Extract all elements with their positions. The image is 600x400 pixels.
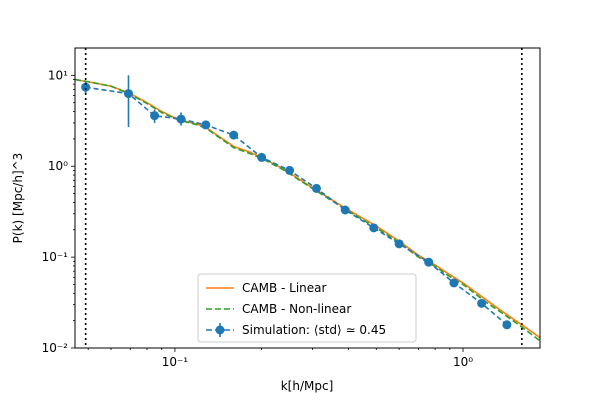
data-point: [176, 114, 186, 124]
data-point: [285, 165, 295, 175]
legend: CAMB - Linear CAMB - Non-linear Simulation…: [197, 273, 417, 343]
data-point: [449, 278, 459, 288]
data-point: [201, 120, 211, 130]
legend-marker-swatch: [215, 325, 225, 335]
legend-label-3: Simulation: ⟨std⟩ ≃ 0.45: [242, 323, 386, 337]
y-tick-label: 10⁰: [48, 159, 68, 173]
data-point: [477, 298, 487, 308]
data-point: [123, 89, 133, 99]
data-point: [424, 257, 434, 267]
legend-label-1: CAMB - Linear: [242, 281, 326, 295]
x-axis-label: k[h/Mpc]: [281, 379, 334, 393]
data-point: [311, 183, 321, 193]
data-point: [150, 111, 160, 121]
y-tick-label: 10¹: [48, 68, 68, 82]
y-axis-label: P(k) [Mpc/h]^3: [11, 153, 25, 244]
data-point: [394, 239, 404, 249]
data-point: [229, 130, 239, 140]
y-tick-label: 10⁻¹: [42, 250, 69, 264]
legend-box: [197, 273, 417, 343]
series-layer: [74, 75, 541, 342]
x-tick-label: 10⁰: [453, 355, 473, 369]
data-point: [369, 223, 379, 233]
data-point: [340, 205, 350, 215]
series-line-3: [85, 86, 508, 326]
data-point: [502, 320, 512, 330]
vline-layer: [84, 48, 523, 348]
y-tick-label: 10⁻²: [42, 341, 69, 355]
plot-frame: [74, 47, 541, 349]
legend-label-2: CAMB - Non-linear: [242, 302, 351, 316]
data-point: [257, 152, 267, 162]
data-point: [81, 82, 91, 92]
tick-layer: 10⁻¹ 10⁰ 10⁻² 10⁻¹ 10⁰ 10¹: [42, 68, 474, 369]
x-tick-label: 10⁻¹: [162, 355, 189, 369]
